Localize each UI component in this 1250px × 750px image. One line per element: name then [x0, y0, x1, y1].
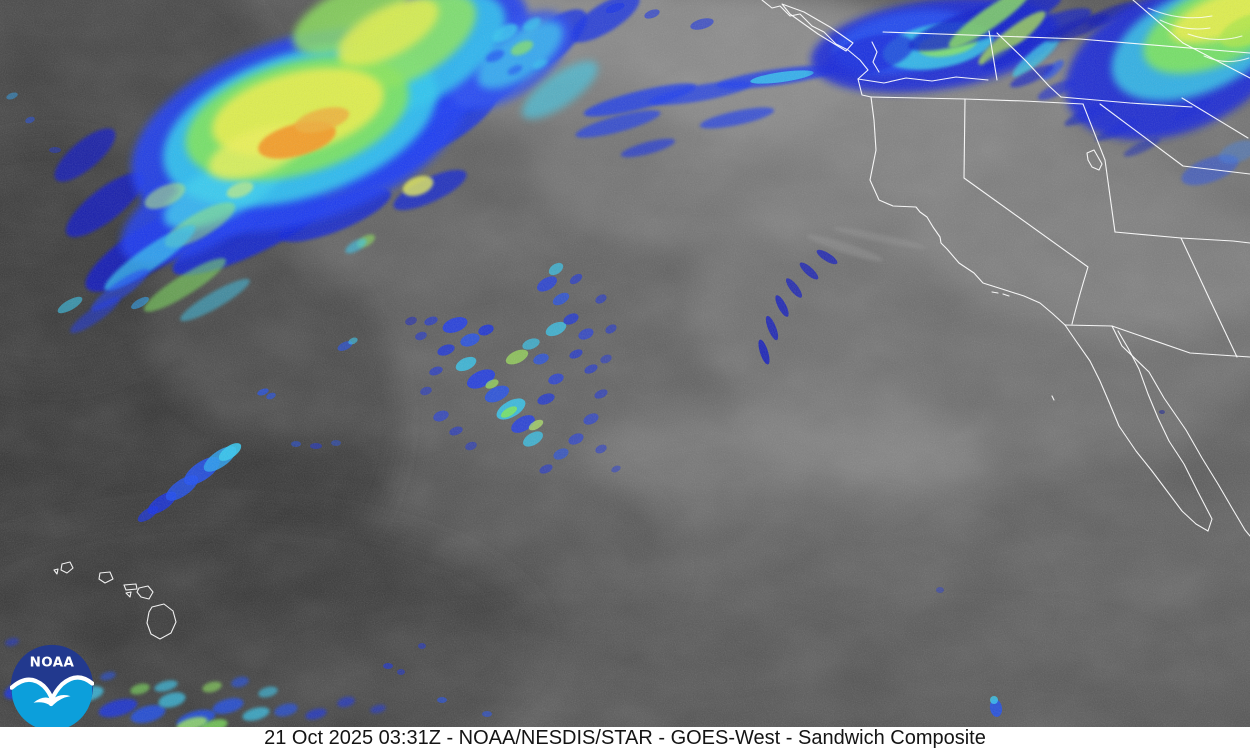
channel-islands [991, 291, 1010, 297]
hawaii-lanai [125, 591, 132, 598]
cloud-top-contour [1187, 33, 1243, 40]
wa-id-border [988, 30, 998, 81]
noaa-logo-text: NOAA [30, 656, 75, 671]
wa-or-border [857, 76, 989, 84]
hawaii-oahu [98, 571, 114, 584]
sensor-grain-texture [0, 0, 1250, 727]
vancouver-island [781, 3, 854, 52]
caption-text: 21 Oct 2025 03:31Z - NOAA/NESDIS/STAR - … [264, 727, 986, 749]
wy-east-border [1181, 97, 1249, 139]
baja-west-coast [1064, 324, 1209, 532]
cloud-top-contour [1147, 7, 1213, 19]
puget-sound [871, 41, 880, 73]
border-42n [870, 96, 1084, 105]
noaa-gull-icon [33, 694, 71, 707]
baja-east-coast [1117, 330, 1213, 532]
satellite-map [0, 0, 1250, 727]
hawaii-niihau [53, 568, 59, 575]
noaa-logo: NOAA [10, 644, 94, 728]
bc-coastline [761, 0, 869, 80]
gulf-mainland-coast [1111, 325, 1250, 537]
wy-west-border [1099, 103, 1250, 175]
guadalupe-island [1051, 395, 1055, 401]
hawaii-maui [136, 585, 154, 600]
pacific-coastline [857, 78, 1066, 326]
cloud-top-contour [1159, 19, 1211, 30]
border-37n [1114, 231, 1250, 244]
hawaii-big-island [146, 603, 177, 640]
great-salt-lake [1086, 149, 1103, 171]
cloud-top-contour [1203, 55, 1250, 62]
nv-ut-border [1082, 103, 1116, 233]
bc-ab-border [1132, 0, 1184, 44]
hawaii-molokai [123, 583, 138, 591]
us-mexico-border [1064, 324, 1250, 358]
caption-bar: 21 Oct 2025 03:31Z - NOAA/NESDIS/STAR - … [0, 727, 1250, 750]
az-nm-border [1180, 237, 1238, 358]
mt-wy-border [1060, 96, 1193, 108]
id-mt-border [996, 32, 1062, 98]
hawaii-kauai [60, 561, 74, 574]
ca-nv-border [963, 98, 1089, 325]
satellite-image-area [0, 0, 1250, 727]
